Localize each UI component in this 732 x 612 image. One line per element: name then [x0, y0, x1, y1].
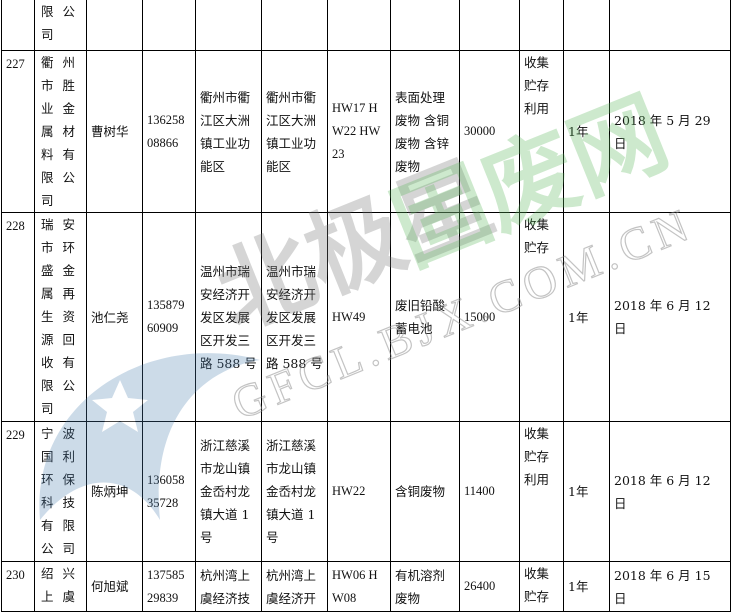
table-row: 227 衢州市胜业金属材料有限公司 曹树华 136258 08866 衢州市衢江区大洲镇…: [1, 50, 731, 213]
phone-number: 137585 29839: [142, 561, 196, 612]
operation-method: 收集 贮存 利用: [519, 421, 564, 562]
row-number: 228: [1, 212, 35, 422]
company-name: 绍兴上虞: [34, 561, 87, 612]
table-row: 228 瑞安市环盛金属再生资源回收有限公司 池仁尧 135879 60909 温州市瑞安…: [1, 212, 731, 422]
operation-method: 收集 贮存: [519, 561, 564, 612]
phone-number: 136258 08866: [142, 50, 196, 213]
waste-codes: HW06 HW08: [327, 561, 391, 612]
company-name: 宁波国利环保科技有限公司: [34, 421, 87, 562]
registered-address: 杭州湾上虞经济技: [195, 561, 262, 612]
annual-capacity: 26400: [459, 561, 520, 612]
facility-address: 温州市瑞安经济开发区发展区开发三路 588 号: [261, 212, 328, 422]
contact-person: 何旭斌: [86, 561, 143, 612]
registered-address: [195, 0, 262, 51]
facility-address: 杭州湾上虞经济开: [261, 561, 328, 612]
waste-type: 有机溶剂废物: [390, 561, 460, 612]
issue-date: 2018 年 6 月 12 日: [609, 421, 731, 562]
issue-date: [609, 0, 731, 51]
waste-codes: HW17 HW22 HW23: [327, 50, 391, 213]
validity-period: 1年: [563, 561, 610, 612]
waste-codes: HW49: [327, 212, 391, 422]
phone-number: 135879 60909: [142, 212, 196, 422]
company-name: 衢州市胜业金属材料有限公司: [34, 50, 87, 213]
facility-address: [261, 0, 328, 51]
issue-date: 2018 年 5 月 29 日: [609, 50, 731, 213]
registered-address: 温州市瑞安经济开发区发展区开发三路 588 号: [195, 212, 262, 422]
waste-type: 废旧铅酸蓄电池: [390, 212, 460, 422]
issue-date: 2018 年 6 月 15 日: [609, 561, 731, 612]
validity-period: [563, 0, 610, 51]
company-name: 限公司: [34, 0, 87, 51]
table-row: 限公司: [1, 0, 731, 51]
waste-codes: HW22: [327, 421, 391, 562]
annual-capacity: 11400: [459, 421, 520, 562]
waste-type: 表面处理废物 含铜废物 含锌废物: [390, 50, 460, 213]
registered-address: 衢州市衢江区大洲镇工业功能区: [195, 50, 262, 213]
operation-method: 收集 贮存: [519, 212, 564, 422]
table-row: 229 宁波国利环保科技有限公司 陈炳坤 136058 35728 浙江慈溪市龙山镇金岙…: [1, 421, 731, 562]
contact-person: 曹树华: [86, 50, 143, 213]
phone-number: [142, 0, 196, 51]
validity-period: 1年: [563, 212, 610, 422]
waste-type: 含铜废物: [390, 421, 460, 562]
annual-capacity: 30000: [459, 50, 520, 213]
contact-person: 池仁尧: [86, 212, 143, 422]
annual-capacity: [459, 0, 520, 51]
annual-capacity: 15000: [459, 212, 520, 422]
contact-person: [86, 0, 143, 51]
facility-address: 衢州市衢江区大洲镇工业功能区: [261, 50, 328, 213]
waste-type: [390, 0, 460, 51]
operation-method: [519, 0, 564, 51]
contact-person: 陈炳坤: [86, 421, 143, 562]
validity-period: 1年: [563, 421, 610, 562]
row-number: 227: [1, 50, 35, 213]
row-number: 229: [1, 421, 35, 562]
issue-date: 2018 年 6 月 12 日: [609, 212, 731, 422]
facility-address: 浙江慈溪市龙山镇金岙村龙镇大道 1 号: [261, 421, 328, 562]
operation-method: 收集 贮存 利用: [519, 50, 564, 213]
phone-number: 136058 35728: [142, 421, 196, 562]
row-number: [1, 0, 35, 51]
registered-address: 浙江慈溪市龙山镇金岙村龙镇大道 1 号: [195, 421, 262, 562]
table-row: 230 绍兴上虞 何旭斌 137585 29839 杭州湾上虞经济技 杭州湾上虞经济开 HW…: [1, 561, 731, 612]
validity-period: 1年: [563, 50, 610, 213]
row-number: 230: [1, 561, 35, 612]
waste-codes: [327, 0, 391, 51]
company-name: 瑞安市环盛金属再生资源回收有限公司: [34, 212, 87, 422]
